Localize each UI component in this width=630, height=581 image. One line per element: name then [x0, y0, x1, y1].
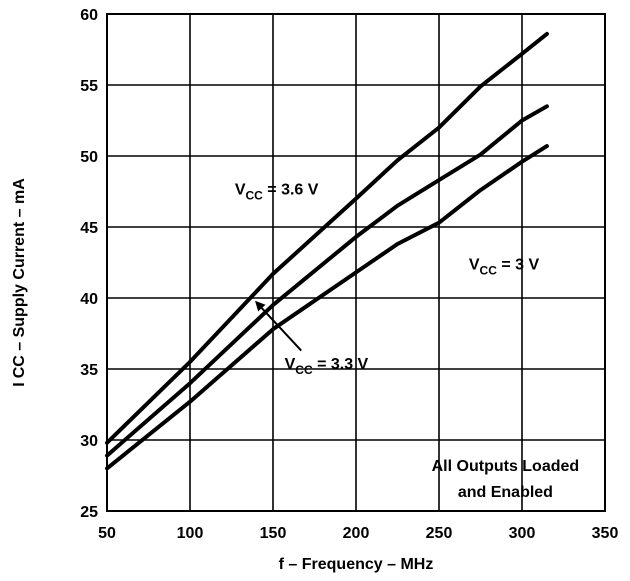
x-tick-label: 150 — [260, 525, 287, 542]
x-tick-label: 250 — [426, 525, 453, 542]
series-line-2 — [105, 104, 549, 458]
footnote-label: All Outputs Loaded — [432, 458, 580, 475]
y-tick-label: 50 — [80, 149, 98, 166]
series-line-1 — [105, 31, 549, 445]
y-tick-label: 40 — [80, 291, 98, 308]
y-tick-label: 55 — [80, 78, 98, 95]
series-annotation: VCC = 3 V — [469, 257, 540, 278]
series-annotation: VCC = 3.3 V — [285, 356, 369, 377]
footnote-label: and Enabled — [458, 484, 553, 501]
x-tick-label: 100 — [177, 525, 204, 542]
series-lines — [105, 31, 549, 471]
x-axis-tick-labels: 50 100 150 200 250 300 350 — [98, 525, 618, 542]
plot-frame — [106, 13, 606, 512]
y-tick-label: 30 — [80, 433, 98, 450]
x-tick-label: 300 — [509, 525, 536, 542]
x-tick-label: 200 — [343, 525, 370, 542]
annotation-arrow — [255, 300, 302, 352]
x-tick-label: 50 — [98, 525, 116, 542]
y-tick-label: 35 — [80, 362, 98, 379]
annotations: VCC = 3.6 V VCC = 3 V VCC = 3.3 V All Outpu… — [235, 181, 579, 500]
y-tick-label: 60 — [80, 7, 98, 24]
series-line-3 — [105, 144, 549, 471]
y-axis-tick-labels: 25 30 35 40 45 50 55 60 — [80, 7, 98, 521]
series-annotation: VCC = 3.6 V — [235, 181, 319, 202]
x-tick-label: 350 — [592, 525, 619, 542]
y-tick-label: 25 — [80, 504, 98, 521]
x-axis-title: f – Frequency – MHz — [279, 556, 434, 573]
y-axis-title: ICC – Supply Current – mA — [11, 178, 28, 387]
y-tick-label: 45 — [80, 220, 98, 237]
grid-lines — [107, 14, 605, 511]
